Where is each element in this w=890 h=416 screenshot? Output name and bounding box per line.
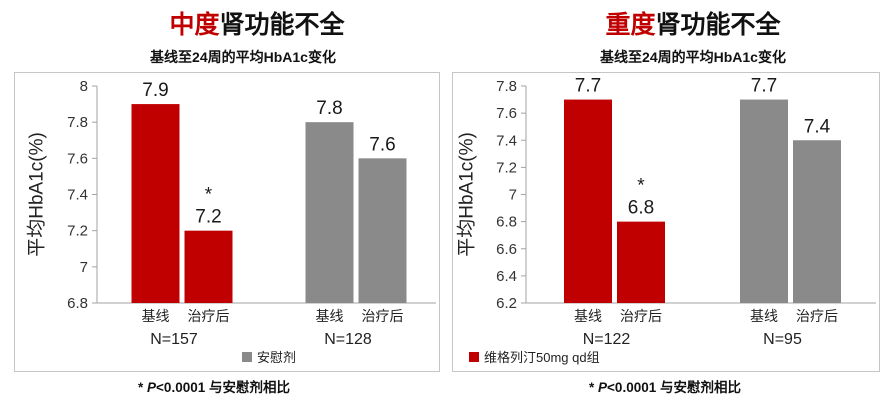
y-tick-label: 7.4 xyxy=(496,132,517,149)
x-tick-label: 基线 xyxy=(142,308,170,324)
chart-moderate: 平均HbA1c(%)6.877.27.47.67.88 7.9基线7.2*治疗后N… xyxy=(26,78,436,365)
bar xyxy=(564,99,612,303)
chart-panel-moderate: 平均HbA1c(%) 6.8 7 7.2 7.4 7.6 7.8 8 7.9 基线 7.2 * 治疗后 N… xyxy=(14,72,440,372)
bar xyxy=(358,158,407,303)
data-label: 7.4 xyxy=(804,116,831,137)
x-tick-label: 治疗后 xyxy=(362,308,404,324)
chart-title-emphasis: 重度 xyxy=(605,11,656,39)
significance-mark: * xyxy=(637,176,645,197)
y-tick-label: 7.8 xyxy=(67,114,88,131)
footnote-p-symbol: P xyxy=(147,380,157,395)
y-tick-label: 6.2 xyxy=(496,295,517,312)
footnote-p-symbol: P xyxy=(598,380,608,395)
bar xyxy=(617,221,665,303)
bar xyxy=(305,122,354,303)
x-tick-label: 治疗后 xyxy=(188,308,230,324)
y-axis-label: 平均HbA1c(%) xyxy=(26,132,48,257)
group-n-label: N=95 xyxy=(763,331,802,348)
y-tick-label: 7 xyxy=(80,259,88,276)
legend-label: 安慰剂 xyxy=(257,350,296,365)
footnote-moderate: * P<0.0001 与安慰剂相比 xyxy=(54,378,374,398)
data-label: 7.8 xyxy=(316,98,342,119)
y-tick-label: 8 xyxy=(80,78,88,95)
data-label: 7.7 xyxy=(575,76,601,97)
legend-swatch xyxy=(469,352,479,362)
x-tick-label: 治疗后 xyxy=(796,308,838,324)
data-label: 7.9 xyxy=(142,80,168,101)
footnote-mark: * xyxy=(589,380,595,395)
data-label: 7.6 xyxy=(369,134,395,155)
chart-panel-severe: 平均HbA1c(%) 6.2 6.4 6.6 6.8 7 7.2 7.4 7.6 7.8 7.7 基线… xyxy=(452,72,880,372)
y-axis-label: 平均HbA1c(%) xyxy=(456,132,478,257)
significance-mark: * xyxy=(205,185,213,206)
chart-title-severe: 重度肾功能不全 xyxy=(533,9,853,41)
bar xyxy=(184,230,233,303)
y-tick-label: 7 xyxy=(509,187,517,204)
group-n-label: N=122 xyxy=(583,331,631,348)
chart-title-emphasis: 中度 xyxy=(169,11,220,39)
y-tick-label: 7.2 xyxy=(67,223,88,240)
bar xyxy=(131,104,180,303)
x-tick-label: 基线 xyxy=(574,308,602,324)
x-tick-label: 基线 xyxy=(750,308,778,324)
footnote-mark: * xyxy=(138,380,144,395)
chart-title-moderate: 中度肾功能不全 xyxy=(97,9,417,41)
y-tick-label: 7.4 xyxy=(67,187,88,204)
bar xyxy=(793,140,841,303)
group-n-label: N=157 xyxy=(150,331,198,348)
group-n-label: N=128 xyxy=(324,331,372,348)
data-label: 7.7 xyxy=(751,76,777,97)
chart-subtitle-moderate: 基线至24周的平均HbA1c变化 xyxy=(150,49,336,65)
chart-title-text: 肾功能不全 xyxy=(219,11,345,39)
data-label: 6.8 xyxy=(628,198,654,219)
footnote-severe: * P<0.0001 与安慰剂相比 xyxy=(505,378,825,398)
y-tick-label: 7.6 xyxy=(67,150,88,167)
y-tick-label: 6.8 xyxy=(496,214,517,231)
bar xyxy=(740,99,788,303)
legend-label: 维格列汀50mg qd组 xyxy=(484,350,600,365)
legend-swatch xyxy=(242,352,252,362)
y-tick-label: 7.2 xyxy=(496,159,517,176)
y-tick-label: 6.6 xyxy=(496,241,517,258)
y-tick-label: 6.4 xyxy=(496,268,517,285)
chart-title-text: 肾功能不全 xyxy=(655,11,781,39)
footnote-text: <0.0001 与安慰剂相比 xyxy=(607,380,741,395)
footnote-text: <0.0001 与安慰剂相比 xyxy=(156,380,290,395)
y-tick-label: 7.8 xyxy=(496,78,517,95)
x-tick-label: 基线 xyxy=(316,308,344,324)
data-label: 7.2 xyxy=(195,207,221,228)
chart-severe: 平均HbA1c(%) 6.2 6.4 6.6 6.8 7 7.2 7.4 7.6 7.8 7.7 基线… xyxy=(456,76,876,365)
chart-subtitle-severe: 基线至24周的平均HbA1c变化 xyxy=(600,49,786,65)
y-tick-label: 6.8 xyxy=(67,295,88,312)
x-tick-label: 治疗后 xyxy=(620,308,662,324)
y-tick-label: 7.6 xyxy=(496,105,517,122)
